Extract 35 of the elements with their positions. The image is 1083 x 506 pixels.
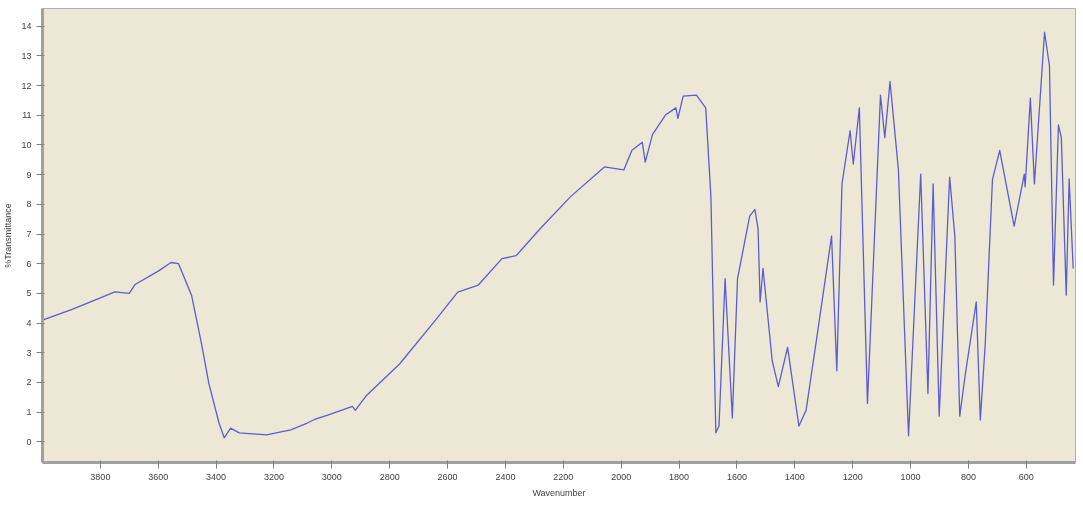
y-tick-label: 12 — [21, 80, 32, 91]
x-tick-label: 3200 — [263, 471, 285, 482]
x-tick-label: 2600 — [437, 471, 458, 482]
y-tick-label: 9 — [26, 169, 32, 180]
x-tick-label: 3800 — [90, 471, 111, 482]
y-tick-label: 6 — [26, 258, 32, 269]
x-tick-label: 1200 — [842, 471, 863, 482]
y-tick-label: 13 — [21, 50, 32, 61]
x-tick-label: 1600 — [726, 471, 747, 482]
y-tick-label: 1 — [26, 407, 32, 418]
x-tick-label: 800 — [960, 471, 976, 482]
y-tick-label: 10 — [21, 140, 32, 150]
x-tick-label: 2400 — [495, 471, 516, 482]
y-tick-label: 14 — [21, 21, 32, 32]
y-axis-title: %Transmittance — [3, 203, 14, 268]
y-tick-label: 3 — [26, 347, 32, 358]
x-tick-label: 600 — [1018, 471, 1034, 482]
x-tick-label: 2800 — [379, 471, 400, 482]
x-tick-label: 1400 — [784, 471, 805, 482]
x-tick-label: 2200 — [553, 471, 574, 482]
x-tick-label: 3400 — [206, 471, 227, 482]
x-axis-title: Wavenumber — [532, 487, 586, 498]
y-tick-label: 4 — [26, 318, 32, 329]
line-series — [42, 31, 1074, 439]
x-tick-label: 2000 — [611, 471, 632, 482]
y-tick-label: 2 — [26, 377, 32, 388]
y-tick-label: 0 — [26, 436, 32, 447]
y-tick-label: 11 — [22, 110, 32, 121]
y-tick-label: 8 — [26, 199, 32, 210]
x-tick-label: 3000 — [321, 471, 342, 482]
x-tick-label: 3600 — [148, 471, 169, 482]
y-tick-label: 5 — [26, 288, 32, 299]
x-tick-label: 1800 — [669, 471, 690, 482]
x-tick-label: 1000 — [900, 471, 921, 482]
y-tick-label: 7 — [26, 229, 32, 240]
